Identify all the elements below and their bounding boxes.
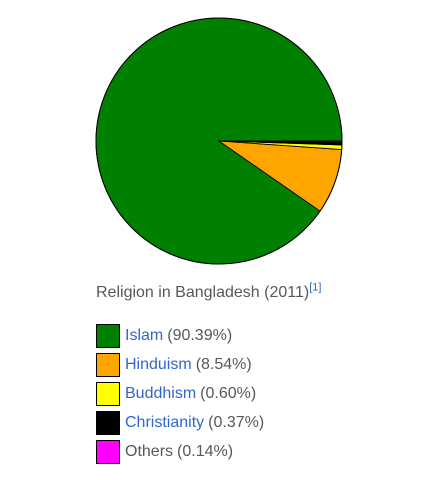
- legend-item-hinduism: Hinduism (8.54%): [96, 350, 264, 379]
- legend-value-hinduism: (8.54%): [195, 355, 252, 373]
- legend-swatch-islam: [96, 323, 120, 348]
- legend-item-buddhism: Buddhism (0.60%): [96, 379, 264, 408]
- legend-swatch-others: [96, 439, 120, 464]
- legend: Islam (90.39%) Hinduism (8.54%) Buddhism…: [96, 321, 264, 466]
- legend-item-islam: Islam (90.39%): [96, 321, 264, 350]
- legend-label-buddhism[interactable]: Buddhism: [125, 384, 197, 402]
- legend-item-christianity: Christianity (0.37%): [96, 408, 264, 437]
- legend-label-islam[interactable]: Islam: [125, 326, 164, 344]
- legend-label-christianity[interactable]: Christianity: [125, 413, 205, 431]
- legend-item-others: Others (0.14%): [96, 437, 264, 466]
- legend-value-buddhism: (0.60%): [200, 384, 257, 402]
- legend-value-others: (0.14%): [177, 442, 234, 460]
- legend-label-hinduism[interactable]: Hinduism: [125, 355, 192, 373]
- pie-chart: [95, 17, 343, 265]
- legend-label-others: Others: [125, 442, 174, 460]
- legend-value-christianity: (0.37%): [208, 413, 265, 431]
- chart-caption: Religion in Bangladesh (2011)[1]: [96, 281, 322, 302]
- legend-swatch-buddhism: [96, 381, 120, 406]
- legend-swatch-christianity: [96, 410, 120, 435]
- citation-link[interactable]: [1]: [309, 281, 322, 294]
- legend-swatch-hinduism: [96, 352, 120, 377]
- legend-value-islam: (90.39%): [167, 326, 233, 344]
- chart-title: Religion in Bangladesh (2011): [96, 284, 310, 301]
